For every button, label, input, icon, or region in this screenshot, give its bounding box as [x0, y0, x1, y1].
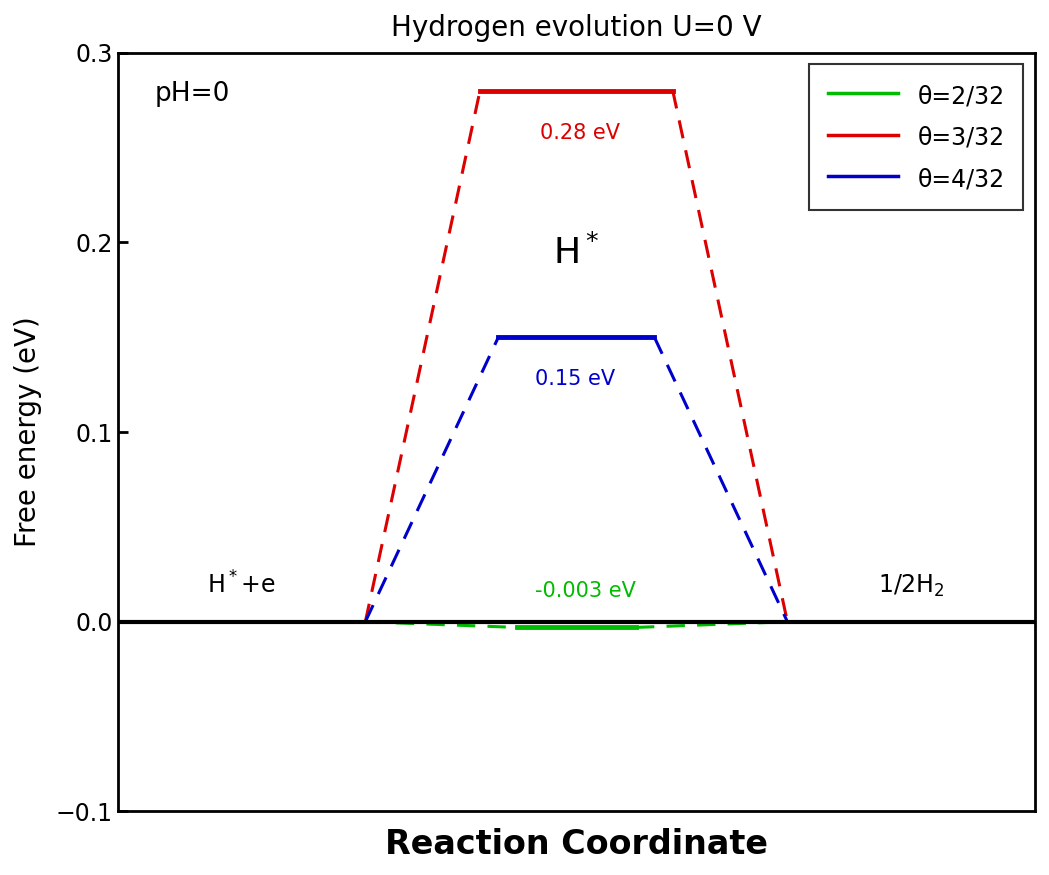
X-axis label: Reaction Coordinate: Reaction Coordinate — [385, 828, 768, 861]
Text: $\mathregular{H}^*\mathregular{+e}$: $\mathregular{H}^*\mathregular{+e}$ — [208, 571, 276, 599]
Text: $\mathregular{H}^*$: $\mathregular{H}^*$ — [553, 234, 600, 270]
Text: -0.003 eV: -0.003 eV — [535, 581, 636, 601]
Text: $\mathregular{1/2H_2}$: $\mathregular{1/2H_2}$ — [878, 573, 944, 599]
Text: 0.15 eV: 0.15 eV — [535, 369, 615, 389]
Title: Hydrogen evolution U=0 V: Hydrogen evolution U=0 V — [391, 14, 762, 42]
Legend: θ=2/32, θ=3/32, θ=4/32: θ=2/32, θ=3/32, θ=4/32 — [809, 65, 1024, 210]
Text: pH=0: pH=0 — [154, 81, 230, 107]
Text: 0.28 eV: 0.28 eV — [539, 123, 620, 143]
Y-axis label: Free energy (eV): Free energy (eV) — [14, 317, 42, 548]
